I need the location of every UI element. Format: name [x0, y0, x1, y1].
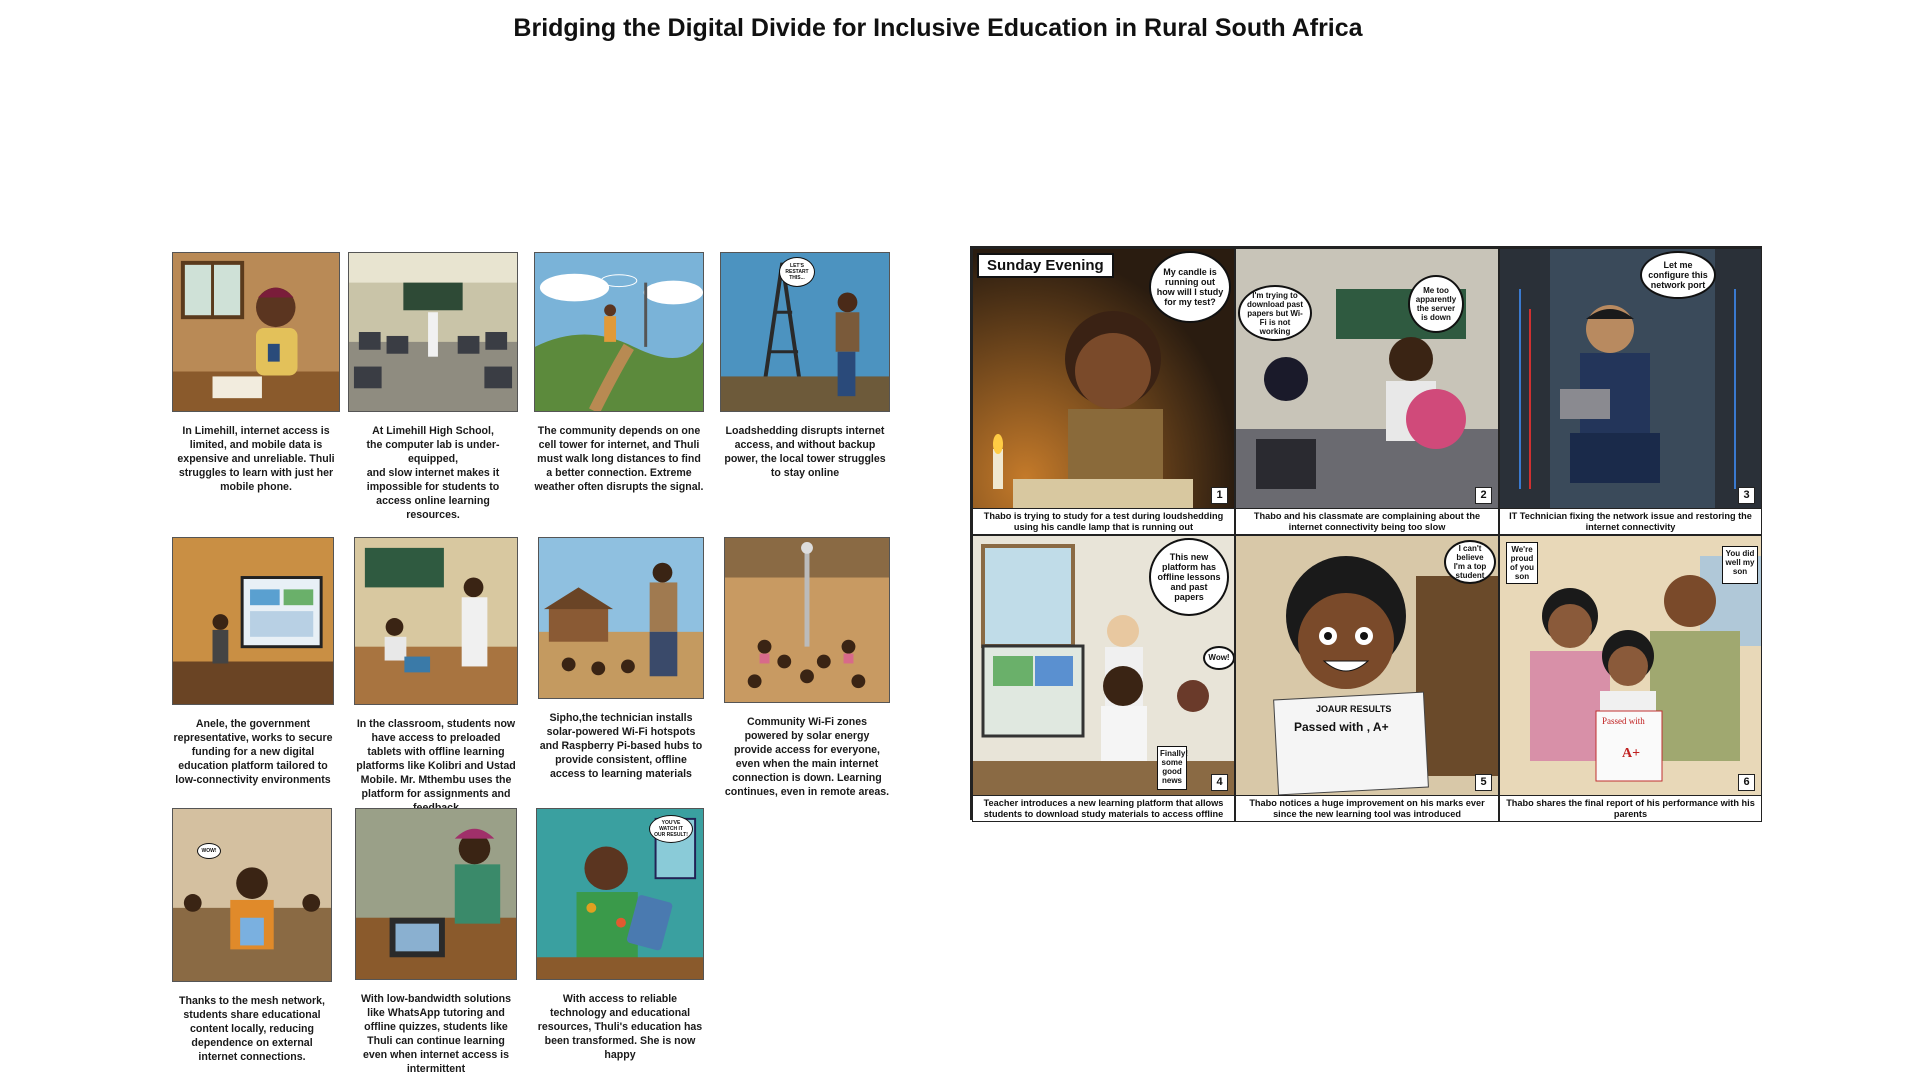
illustration-happy-girl: YOU'VE WATCH IT OUR RESULT!: [536, 808, 704, 980]
illustration-computer-lab: [348, 252, 518, 412]
comic-panel-5: JOAUR RESULTS Passed with , A+ I can't b…: [1235, 535, 1499, 822]
speech-bubble: Let me configure this network port: [1640, 251, 1716, 299]
report-card-grade: A+: [1622, 746, 1641, 761]
storyboard-panel-11: YOU'VE WATCH IT OUR RESULT! With access …: [536, 808, 704, 1062]
storyboard-caption: At Limehill High School, the computer la…: [366, 425, 500, 521]
panel-number: 6: [1738, 774, 1755, 791]
speech-bubble: This new platform has offline lessons an…: [1149, 538, 1229, 616]
storyboard-caption: With low-bandwidth solutions like WhatsA…: [361, 993, 511, 1075]
illustration-girl-phone: [172, 252, 340, 412]
panel-caption: IT Technician fixing the network issue a…: [1500, 508, 1761, 534]
storyboard-panel-8: Community Wi-Fi zones powered by solar e…: [724, 537, 890, 799]
panel-number: 5: [1475, 774, 1492, 791]
result-sheet-title: JOAUR RESULTS: [1316, 704, 1392, 714]
illustration-mesh-network: WOW!: [172, 808, 332, 982]
panel-caption: Thabo is trying to study for a test duri…: [973, 508, 1234, 534]
side-speech-box: We're proud of you son: [1506, 542, 1538, 584]
speech-bubble: Me too apparently the server is down: [1408, 275, 1464, 333]
storyboard-panel-7: Sipho,the technician installs solar-powe…: [538, 537, 704, 781]
storyboard-panel-5: Anele, the government representative, wo…: [172, 537, 334, 787]
page-title: Bridging the Digital Divide for Inclusiv…: [513, 14, 1363, 42]
storyboard-panel-6: In the classroom, students now have acce…: [354, 537, 518, 815]
panel-number: 1: [1211, 487, 1228, 504]
speech-bubble: Wow!: [1203, 646, 1234, 670]
illustration-community-wifi: [724, 537, 890, 703]
speech-bubble: YOU'VE WATCH IT OUR RESULT!: [649, 815, 693, 843]
illustration-cell-tower-walk: [534, 252, 704, 412]
storyboard-panel-3: The community depends on one cell tower …: [534, 252, 704, 494]
speech-bubble: LET'S RESTART THIS...: [779, 257, 815, 287]
storyboard-caption: In Limehill, internet access is limited,…: [177, 425, 335, 493]
storyboard-caption: Thanks to the mesh network, students sha…: [179, 995, 325, 1063]
panel-caption: Thabo notices a huge improvement on his …: [1236, 795, 1498, 821]
illustration-loadshedding-tower: LET'S RESTART THIS...: [720, 252, 890, 412]
panel-number: 2: [1475, 487, 1492, 504]
storyboard-caption: In the classroom, students now have acce…: [356, 718, 516, 814]
thought-bubble: My candle is running out how will I stud…: [1149, 251, 1231, 323]
panel-caption: Teacher introduces a new learning platfo…: [973, 795, 1234, 821]
storyboard-caption: Loadshedding disrupts internet access, a…: [724, 425, 886, 479]
candle-study-illustration: [973, 249, 1234, 534]
storyboard-caption: Anele, the government representative, wo…: [173, 718, 333, 786]
illustration-whatsapp-tutoring: [355, 808, 517, 980]
comic-panel-1: Sunday Evening My candle is running out …: [972, 248, 1235, 535]
it-technician-illustration: [1500, 249, 1761, 534]
illustration-technician-install: [538, 537, 704, 699]
storyboard-caption: The community depends on one cell tower …: [534, 425, 704, 493]
speech-bubble: I'm trying to download past papers but W…: [1238, 285, 1312, 341]
side-speech-box: Finally! some good news: [1157, 746, 1188, 790]
storyboard-caption: With access to reliable technology and e…: [537, 993, 703, 1061]
side-speech-box: You did well my son: [1722, 546, 1758, 584]
comic-panel-6: Passed with A+ We're proud of you son Yo…: [1499, 535, 1762, 822]
speech-bubble: WOW!: [197, 843, 221, 859]
panel-caption: Thabo shares the final report of his per…: [1500, 795, 1761, 821]
top-student-illustration: [1236, 536, 1498, 821]
comic-panel-2: I'm trying to download past papers but W…: [1235, 248, 1499, 535]
storyboard-panel-9: WOW! Thanks to the mesh network, student…: [172, 808, 332, 1064]
comic-panel-3: Let me configure this network port 3 IT …: [1499, 248, 1762, 535]
storyboard-panel-10: With low-bandwidth solutions like WhatsA…: [355, 808, 517, 1076]
panel-number: 4: [1211, 774, 1228, 791]
panel-number: 3: [1738, 487, 1755, 504]
scene-header: Sunday Evening: [977, 253, 1114, 278]
speech-bubble: I can't believe I'm a top student: [1444, 540, 1496, 584]
family-report-illustration: [1500, 536, 1761, 821]
illustration-classroom-tablets: [354, 537, 518, 705]
storyboard-panel-2: At Limehill High School, the computer la…: [348, 252, 518, 522]
comic-panel-4: This new platform has offline lessons an…: [972, 535, 1235, 822]
result-sheet-grade: Passed with , A+: [1294, 720, 1389, 734]
storyboard-panel-1: In Limehill, internet access is limited,…: [172, 252, 340, 494]
storyboard-caption: Community Wi-Fi zones powered by solar e…: [724, 716, 890, 798]
illustration-presentation: [172, 537, 334, 705]
panel-caption: Thabo and his classmate are complaining …: [1236, 508, 1498, 534]
report-card-text: Passed with: [1602, 716, 1645, 726]
storyboard-caption: Sipho,the technician installs solar-powe…: [539, 712, 703, 780]
comic-strip: Sunday Evening My candle is running out …: [970, 246, 1762, 822]
storyboard-panel-4: LET'S RESTART THIS... Loadshedding disru…: [720, 252, 890, 480]
